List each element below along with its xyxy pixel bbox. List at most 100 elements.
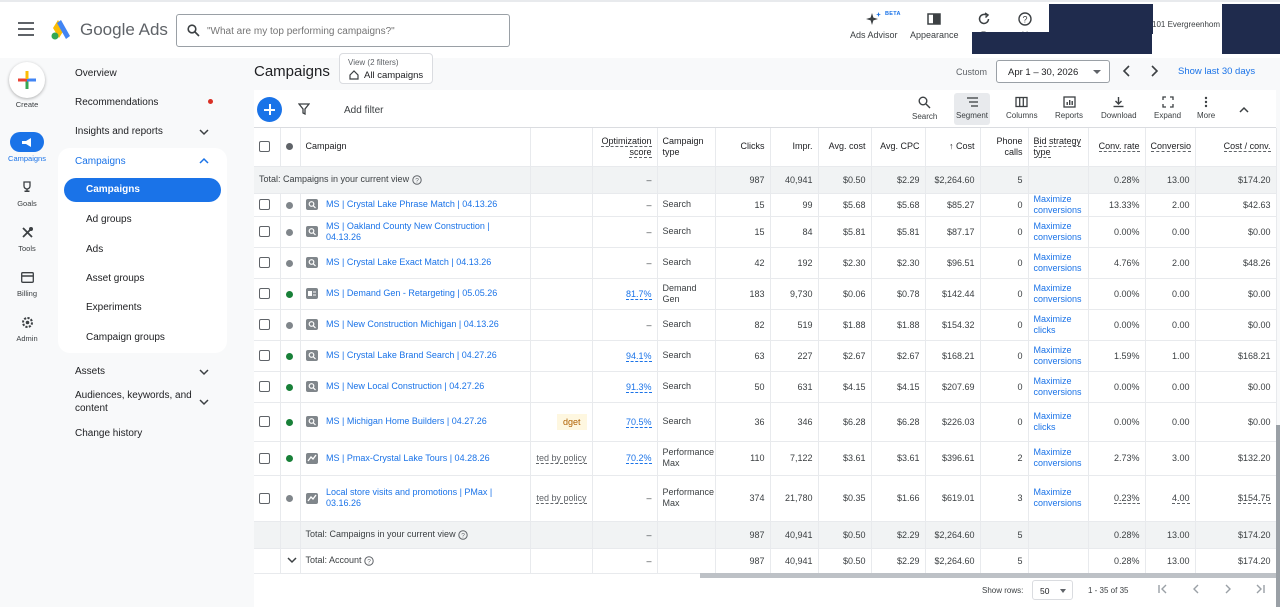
campaign-name-link[interactable]: MS | Demand Gen - Retargeting | 05.05.26 <box>326 288 498 299</box>
nav-assets[interactable]: Assets <box>75 366 106 377</box>
account-expand-cell[interactable] <box>280 548 301 574</box>
status-text[interactable]: dget <box>556 413 587 430</box>
conversions-header[interactable]: Conversio <box>1145 128 1196 167</box>
avg-cost-header[interactable]: Avg. cost <box>818 128 872 167</box>
row-select-cell[interactable] <box>254 278 281 310</box>
first-page-icon[interactable] <box>1157 583 1169 595</box>
create-button[interactable] <box>9 62 45 98</box>
show-last-30-days-link[interactable]: Show last 30 days <box>1178 66 1256 77</box>
opt-score-link[interactable]: 70.5% <box>625 416 652 428</box>
row-checkbox[interactable] <box>259 416 270 428</box>
status-text[interactable]: ted by policy <box>536 493 587 504</box>
row-status-cell[interactable] <box>280 216 301 248</box>
rows-per-page-select[interactable]: 50 <box>1032 580 1073 600</box>
conv-rate-header[interactable]: Conv. rate <box>1088 128 1146 167</box>
rail-item-tools[interactable]: Tools <box>0 222 54 253</box>
table-row[interactable]: MS | Pmax-Crystal Lake Tours | 04.28.26 t… <box>254 441 1277 476</box>
cost-header[interactable]: ↑ Cost <box>925 128 981 167</box>
opt-score-link[interactable]: 70.2% <box>625 453 652 464</box>
row-checkbox[interactable] <box>259 452 270 464</box>
row-select-cell[interactable] <box>254 402 281 442</box>
status-dot-icon[interactable] <box>285 201 293 209</box>
campaign-name-link[interactable]: MS | Oakland County New Construction | 0… <box>326 220 490 242</box>
status-dot-icon[interactable] <box>285 228 293 236</box>
row-status-cell[interactable] <box>280 247 301 279</box>
status-dot-icon[interactable] <box>285 290 293 298</box>
row-checkbox[interactable] <box>259 381 270 393</box>
campaign-name-link[interactable]: MS | Michigan Home Builders | 04.27.26 <box>326 416 487 427</box>
table-row[interactable]: MS | Oakland County New Construction | 0… <box>254 216 1277 248</box>
rail-item-admin[interactable]: Admin <box>0 312 54 343</box>
row-status-cell[interactable] <box>280 340 301 372</box>
row-checkbox[interactable] <box>259 288 270 300</box>
select-all-checkbox[interactable] <box>259 141 270 153</box>
expand-button[interactable]: Expand <box>1154 96 1181 120</box>
phone-calls-header[interactable]: Phone calls <box>980 128 1029 167</box>
campaign-name-link[interactable]: MS | Crystal Lake Exact Match | 04.13.26 <box>326 257 492 268</box>
previous-period-icon[interactable] <box>1120 64 1134 78</box>
campaign-header[interactable]: Campaign <box>300 128 531 167</box>
status-dot-icon[interactable] <box>285 495 293 503</box>
status-dot-icon[interactable] <box>285 383 293 391</box>
row-checkbox[interactable] <box>259 257 270 269</box>
table-row[interactable]: MS | Demand Gen - Retargeting | 05.05.26… <box>254 278 1277 310</box>
table-row[interactable]: Local store visits and promotions | PMax… <box>254 475 1277 522</box>
clicks-header[interactable]: Clicks <box>715 128 771 167</box>
table-row[interactable]: MS | Crystal Lake Exact Match | 04.13.26… <box>254 247 1277 279</box>
bid-strategy-link[interactable]: Maximize clicks <box>1033 410 1072 432</box>
row-status-cell[interactable] <box>280 402 301 442</box>
impr-header[interactable]: Impr. <box>770 128 819 167</box>
table-row[interactable]: MS | Crystal Lake Brand Search | 04.27.2… <box>254 340 1277 372</box>
status-dot-icon[interactable] <box>285 455 293 463</box>
nav-asset-groups[interactable]: Asset groups <box>86 273 145 284</box>
view-selector[interactable]: View (2 filters) All campaigns <box>339 53 433 84</box>
bid-strategy-header[interactable]: Bid strategy type <box>1028 128 1089 167</box>
next-period-icon[interactable] <box>1147 64 1161 78</box>
nav-change-history[interactable]: Change history <box>75 428 143 439</box>
nav-ad-groups[interactable]: Ad groups <box>86 214 132 225</box>
row-select-cell[interactable] <box>254 340 281 372</box>
date-range-select[interactable]: Apr 1 – 30, 2026 <box>996 60 1110 83</box>
bid-strategy-link[interactable]: Maximize conversions <box>1033 447 1082 468</box>
bid-strategy-link[interactable]: Maximize conversions <box>1033 344 1082 366</box>
search-tool-button[interactable]: Search <box>912 96 937 121</box>
help-icon[interactable]: ? <box>364 556 374 566</box>
row-checkbox[interactable] <box>259 319 270 331</box>
row-select-cell[interactable] <box>254 309 281 341</box>
nav-audiences[interactable]: Audiences, keywords, and content <box>75 390 192 417</box>
download-button[interactable]: Download <box>1101 96 1137 120</box>
bid-strategy-link[interactable]: Maximize conversions <box>1033 220 1082 242</box>
cost-conv-header[interactable]: Cost / conv. <box>1195 128 1277 167</box>
nav-campaign-groups[interactable]: Campaign groups <box>86 332 165 343</box>
bid-strategy-link[interactable]: Maximize clicks <box>1033 313 1072 335</box>
row-status-cell[interactable] <box>280 309 301 341</box>
bid-strategy-link[interactable]: Maximize conversions <box>1033 282 1082 304</box>
menu-icon[interactable] <box>18 22 34 36</box>
filter-icon[interactable] <box>298 103 310 115</box>
status-text[interactable]: ted by policy <box>536 453 587 464</box>
avg-cpc-header[interactable]: Avg. CPC <box>871 128 926 167</box>
nav-insights[interactable]: Insights and reports <box>75 126 163 137</box>
help-icon[interactable]: ? <box>411 175 422 185</box>
nav-campaigns[interactable]: Campaigns <box>64 178 221 202</box>
row-select-cell[interactable] <box>254 441 281 476</box>
nav-overview[interactable]: Overview <box>75 68 117 79</box>
row-select-cell[interactable] <box>254 216 281 248</box>
columns-button[interactable]: Columns <box>1006 96 1038 120</box>
nav-ads[interactable]: Ads <box>86 244 104 255</box>
select-all-cell[interactable] <box>254 128 281 167</box>
next-page-icon[interactable] <box>1222 583 1234 595</box>
more-button[interactable]: More <box>1197 96 1215 120</box>
reports-button[interactable]: Reports <box>1055 96 1083 120</box>
segment-button[interactable]: Segment <box>954 93 991 125</box>
horizontal-scrollbar[interactable] <box>700 573 1276 578</box>
row-select-cell[interactable] <box>254 475 281 522</box>
row-status-cell[interactable] <box>280 278 301 310</box>
bid-strategy-link[interactable]: Maximize conversions <box>1033 193 1082 215</box>
chevron-down-icon[interactable] <box>198 127 210 137</box>
row-status-cell[interactable] <box>280 193 301 217</box>
table-row[interactable]: MS | Crystal Lake Phrase Match | 04.13.2… <box>254 193 1277 217</box>
add-campaign-button[interactable] <box>257 97 282 122</box>
appearance-button[interactable]: Appearance <box>910 12 959 40</box>
row-status-cell[interactable] <box>280 441 301 476</box>
